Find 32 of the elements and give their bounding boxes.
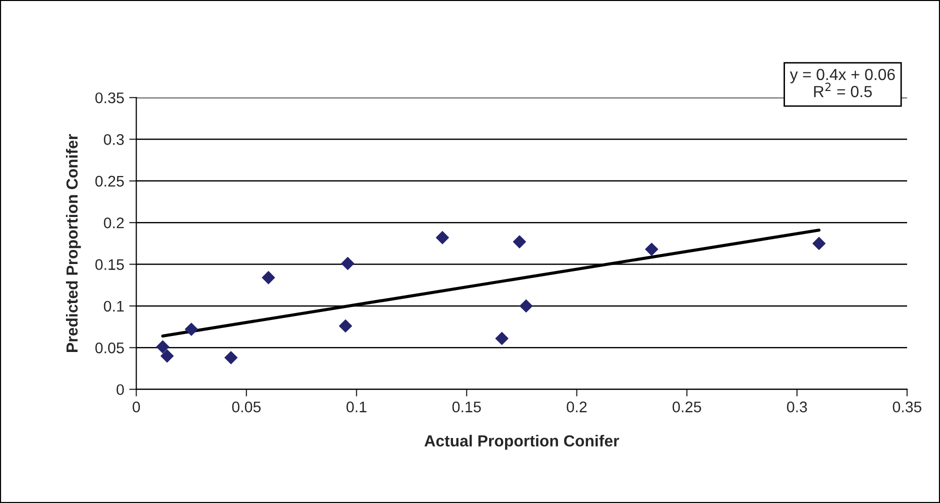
x-tick-label: 0.35 (892, 402, 922, 412)
y-tick-label: 0 (116, 384, 124, 396)
y-axis-title: Predicted Proportion Conifer (66, 134, 81, 352)
point (160, 349, 174, 363)
y-tick-label: 0.3 (104, 134, 124, 145)
x-tick-label: 0.3 (786, 402, 807, 412)
point (262, 271, 276, 284)
point (512, 235, 526, 248)
y-tick-label: 0.25 (95, 176, 124, 187)
y-tick-label: 0.2 (104, 217, 124, 228)
point (338, 319, 352, 333)
x-tick-label: 0.1 (346, 402, 366, 412)
point (520, 299, 533, 313)
point (224, 351, 238, 364)
point (645, 242, 658, 256)
y-tick-label: 0.35 (95, 92, 124, 104)
y-tick-label: 0.05 (95, 342, 124, 354)
point (495, 332, 508, 346)
y-tick-label: 0.15 (95, 259, 124, 270)
x-tick-label: 0.05 (232, 402, 261, 412)
point (436, 231, 449, 244)
point (341, 256, 354, 270)
x-tick-label: 0.25 (672, 402, 702, 412)
point (184, 322, 198, 336)
point (812, 236, 826, 250)
x-axis-title: Actual Proportion Conifer (424, 434, 620, 450)
text: y = 0.4x + 0.06 R$^{2}$ = 0.5 (790, 68, 895, 98)
y-tick-label: 0.1 (104, 300, 124, 312)
x-tick-label: 0 (132, 402, 140, 412)
x-tick-label: 0.2 (566, 402, 587, 412)
point (156, 340, 170, 354)
x-tick-label: 0.15 (452, 402, 481, 412)
